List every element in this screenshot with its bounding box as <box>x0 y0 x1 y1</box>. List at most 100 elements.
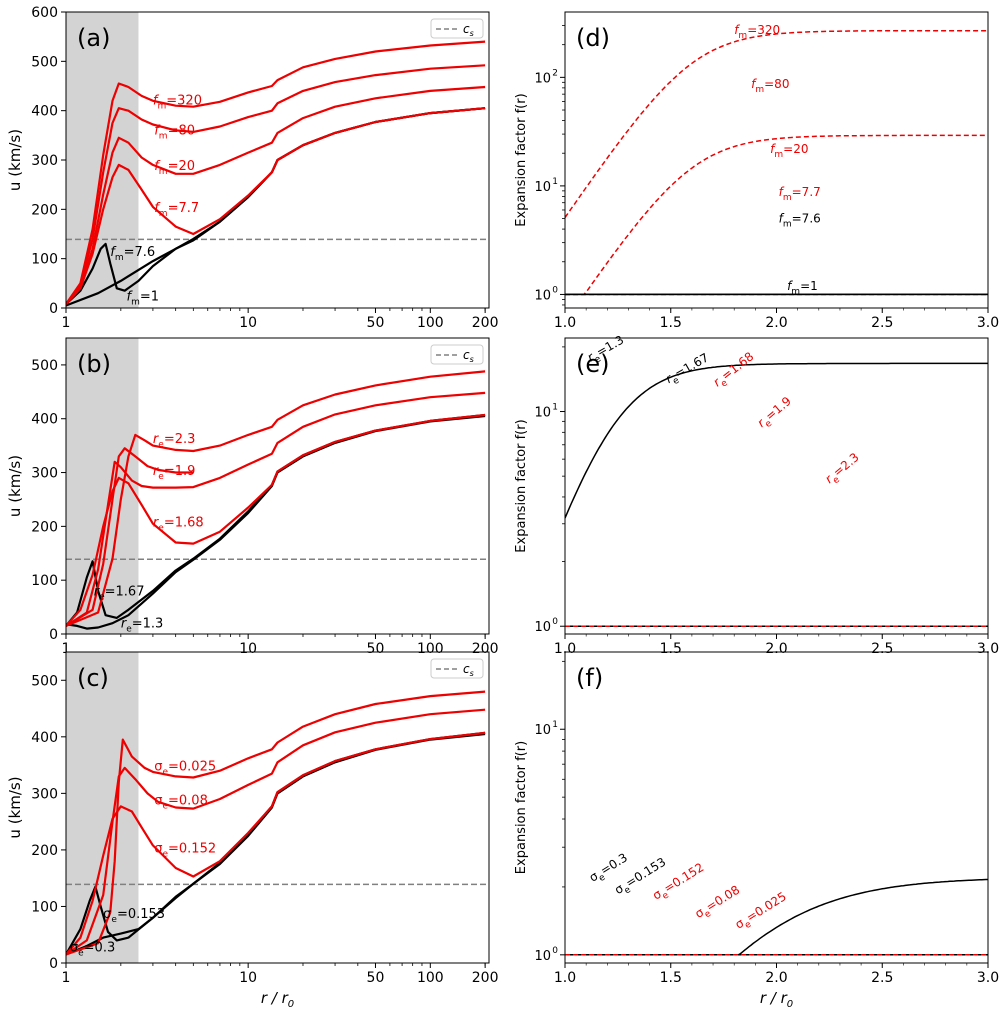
x-tick-label: 3.0 <box>977 641 999 657</box>
annotation-value: =0.08 <box>168 794 208 809</box>
annotation-subscript: e <box>78 949 84 959</box>
x-tick-label: 200 <box>472 641 499 657</box>
y-tick-label: 10 <box>534 949 551 964</box>
x-tick-label: 1 <box>62 641 71 657</box>
y-tick-label: 500 <box>31 358 58 374</box>
x-tick-label: 10 <box>239 970 257 986</box>
y-tick-label: 500 <box>31 54 58 70</box>
x-axis-label: r / r0 <box>760 989 793 1010</box>
annotation-label: fm=20 <box>770 142 808 160</box>
y-axis-label: u (km/s) <box>6 455 24 517</box>
y-axis-label: u (km/s) <box>6 776 24 838</box>
plot-area <box>66 338 489 634</box>
y-tick-label: 500 <box>31 673 58 689</box>
x-tick-label: 1.0 <box>554 315 576 331</box>
series-fm=7.7 <box>66 107 486 305</box>
x-tick-label: 100 <box>417 641 444 657</box>
annotation-label: re=1.67 <box>663 350 713 389</box>
annotation-symbol: f <box>153 94 160 109</box>
x-tick-label: 10 <box>239 315 257 331</box>
annotation-subscript: e <box>162 768 168 778</box>
annotation-symbol: f <box>154 159 161 174</box>
x-tick-label: 2.0 <box>765 641 787 657</box>
y-tick-exponent: 1 <box>552 720 558 730</box>
panel-b: 1 10 50 100 200 0 100 200 300 400 500 u (km/s) (b) cs… <box>6 337 499 657</box>
series-se=0.152 <box>66 731 486 956</box>
annotation-subscript: e <box>703 909 713 921</box>
annotation-label: fm=7.6 <box>779 212 821 230</box>
y-tick-exponent: 0 <box>552 285 558 295</box>
y-axis-label: u (km/s) <box>6 129 24 191</box>
annotation-subscript: m <box>791 287 800 297</box>
annotation-value: =1.3 <box>132 617 164 632</box>
annotation-value: =320 <box>166 94 202 109</box>
annotation-value: =2.3 <box>164 432 196 447</box>
annotation-subscript: m <box>783 220 792 230</box>
y-tick-exponent: 1 <box>552 177 558 187</box>
annotation-label: re=1.9 <box>153 464 195 482</box>
annotation-label: re=1.9 <box>755 394 797 433</box>
y-tick-exponent: 0 <box>552 617 558 627</box>
annotation-symbol: f <box>779 212 785 226</box>
annotation-value: =1.67 <box>672 350 711 381</box>
axes-frame <box>564 651 989 964</box>
y-tick-exponent: 0 <box>552 946 558 956</box>
y-tick-exponent: 1 <box>552 403 558 413</box>
annotation-label: σe=0.08 <box>154 794 208 812</box>
annotation-label: fm=7.7 <box>779 185 821 203</box>
annotation-subscript: e <box>719 378 730 390</box>
annotation-value: =20 <box>168 159 195 174</box>
annotation-value: =0.153 <box>117 907 165 922</box>
annotation-subscript: e <box>831 475 842 487</box>
annotation-label: re=1.68 <box>711 349 759 392</box>
annotation-label: fm=320 <box>734 23 780 41</box>
x-axis-label-sub: 0 <box>787 999 793 1010</box>
panel-label: (e) <box>576 350 610 378</box>
annotation-value: =20 <box>783 142 808 156</box>
y-tick-label: 10 <box>534 723 551 738</box>
annotation-subscript: e <box>162 802 168 812</box>
x-tick-label: 10 <box>239 641 257 657</box>
y-tick-label: 200 <box>31 519 58 535</box>
y-tick-label: 10 <box>534 288 551 303</box>
annotation-symbol: f <box>779 185 785 199</box>
annotation-subscript: m <box>755 85 764 95</box>
series-fm=80 <box>565 134 988 296</box>
annotation-value: =1.9 <box>164 464 196 479</box>
y-tick-label: 400 <box>31 412 58 428</box>
annotation-value: =1.9 <box>763 394 794 423</box>
annotation-subscript: e <box>158 440 164 450</box>
annotation-subscript: e <box>158 523 164 533</box>
x-tick-label: 100 <box>417 315 444 331</box>
x-tick-label: 1 <box>62 970 71 986</box>
panel-label: (f) <box>576 664 603 692</box>
annotation-label: fm=7.7 <box>154 201 199 219</box>
panel-label: (d) <box>576 24 610 52</box>
annotation-value: =0.025 <box>744 889 789 924</box>
y-axis-label: Expansion factor f(r) <box>514 741 529 874</box>
annotation-label: σe=0.025 <box>733 889 791 935</box>
annotation-value: =0.08 <box>704 883 743 914</box>
annotation-label: re=1.68 <box>153 515 204 533</box>
annotation-label: fm=320 <box>153 94 202 112</box>
x-tick-label: 1.0 <box>554 970 576 986</box>
y-tick-label: 300 <box>31 786 58 802</box>
x-axis-label-sub: 0 <box>288 999 294 1010</box>
annotation-value: =1.67 <box>105 584 145 599</box>
x-tick-label: 3.0 <box>977 970 999 986</box>
axes-frame <box>65 651 490 964</box>
legend-label: cs <box>463 348 474 364</box>
series-fm=320 <box>66 40 486 305</box>
annotation-value: =320 <box>747 23 780 37</box>
annotation-subscript: m <box>159 209 168 219</box>
legend-label-sub: s <box>470 29 474 38</box>
annotation-label: σe=0.025 <box>154 760 216 778</box>
annotation-symbol: f <box>734 23 740 37</box>
annotation-symbol: σ <box>103 907 111 922</box>
annotation-value: =1.3 <box>594 333 626 360</box>
annotation-symbol: f <box>751 77 757 91</box>
y-tick-label: 100 <box>31 252 58 268</box>
x-tick-label: 1.5 <box>660 315 682 331</box>
